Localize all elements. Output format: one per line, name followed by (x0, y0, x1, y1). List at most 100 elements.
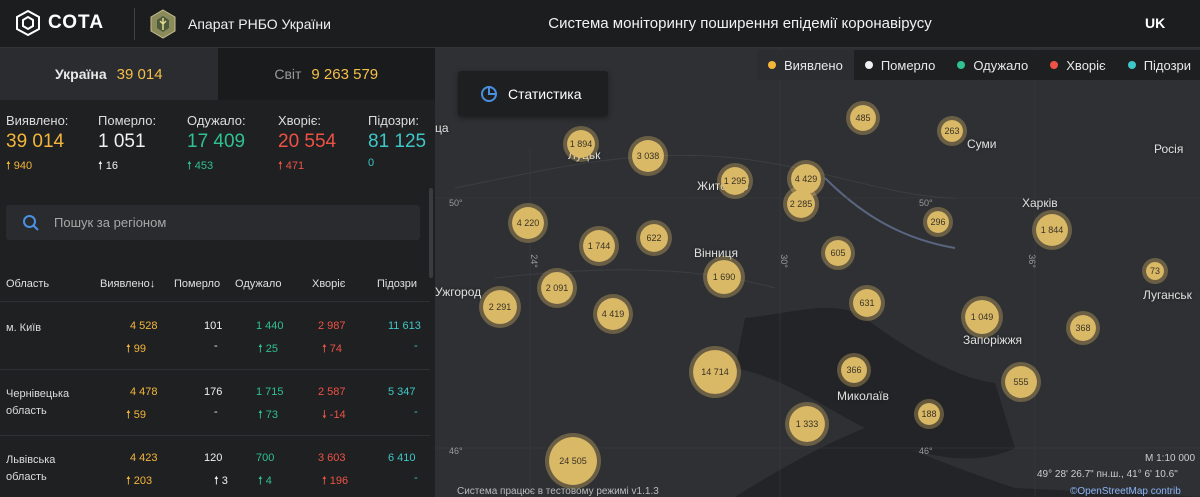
col-region[interactable]: Область (6, 278, 50, 290)
map-cluster-bubble[interactable]: 555 (1001, 362, 1041, 402)
map-cluster-bubble[interactable]: 605 (821, 236, 855, 270)
map-cluster-bubble[interactable]: 24 505 (545, 433, 601, 489)
map-cluster-bubble[interactable]: 368 (1066, 311, 1100, 345)
legend-detected[interactable]: Виявлено (757, 50, 854, 80)
legend-recovered[interactable]: Одужало (946, 50, 1039, 80)
legend-sick[interactable]: Хворіє (1039, 50, 1116, 80)
map-cluster-bubble[interactable]: 3 038 (628, 136, 668, 176)
map-cluster-bubble[interactable]: 631 (849, 285, 885, 321)
sick-value: 2 587 (318, 386, 346, 398)
region-name: Чернівецька область (6, 388, 70, 417)
map-cluster-bubble[interactable]: 366 (837, 353, 871, 387)
stat-label: Одужало: (187, 113, 246, 128)
legend-dot (1127, 61, 1136, 69)
map-cluster-bubble[interactable]: 2 285 (783, 186, 819, 222)
map-cluster-bubble[interactable]: 1 333 (785, 402, 829, 446)
map-cluster-bubble[interactable]: 14 714 (689, 346, 741, 398)
detected-delta: 🠕 99 (126, 343, 147, 355)
rnbo-emblem-icon (150, 9, 176, 39)
col-died[interactable]: Померло (174, 278, 221, 290)
stat-value: 81 125 (368, 131, 427, 152)
map-cluster-bubble[interactable]: 1 295 (717, 163, 753, 199)
detected-delta: 🠕 59 (126, 409, 147, 421)
city-label: Суми (967, 137, 997, 151)
map-cluster-bubble[interactable]: 2 291 (479, 286, 521, 328)
col-detected[interactable]: Виявлено↓ (100, 278, 155, 290)
table-row[interactable]: Львівська область 4 423 🠕 203 120 🠕 3 700 🠕 4 3… (0, 436, 430, 497)
legend-dot (768, 61, 776, 69)
region-tabs: Україна 39 014 Світ 9 263 579 (0, 48, 435, 100)
city-label: Миколаїв (837, 389, 889, 403)
table-row[interactable]: Чернівецька область 4 478 🠕 59 176 - 1 715 🠕 7… (0, 370, 430, 436)
recovered-value: 1 440 (256, 320, 284, 332)
stat-delta: 0 (368, 157, 375, 169)
table-header: Область Виявлено↓ Померло Одужало Хворіє… (0, 270, 430, 302)
stat-delta: 🠕 453 (187, 157, 246, 176)
osm-attribution[interactable]: ©OpenStreetMap contrib (1070, 486, 1181, 497)
col-sick[interactable]: Хворіє (312, 278, 346, 290)
died-delta: - (214, 406, 218, 418)
map-cluster-bubble[interactable]: 4 220 (508, 203, 548, 243)
map-cluster-bubble[interactable]: 1 894 (563, 126, 599, 162)
map-cluster-bubble[interactable]: 263 (937, 116, 967, 146)
stat-delta: 🠕 471 (278, 157, 336, 176)
stat-label: Хворіє: (278, 113, 322, 128)
tab-value: 39 014 (116, 65, 163, 83)
stat-value: 17 409 (187, 131, 246, 152)
sick-delta: 🠕 196 (322, 475, 349, 487)
legend-label: Одужало (973, 57, 1029, 73)
search-input[interactable] (54, 215, 354, 230)
col-suspected[interactable]: Підозри (377, 278, 418, 290)
map-cluster-bubble[interactable]: 188 (914, 399, 944, 429)
map-cluster-bubble[interactable]: 296 (923, 207, 953, 237)
statistics-button[interactable]: Статистика (458, 71, 608, 116)
map-cluster-bubble[interactable]: 4 419 (593, 294, 633, 334)
stat-value: 1 051 (98, 131, 146, 152)
map-cluster-bubble[interactable]: 1 844 (1032, 210, 1072, 250)
search-box[interactable] (6, 205, 420, 240)
map-cluster-bubble[interactable]: 1 690 (703, 256, 745, 298)
map-cluster-bubble[interactable]: 622 (636, 220, 672, 256)
legend-dot (864, 61, 873, 69)
legend-label: Виявлено (784, 57, 843, 73)
died-value: 176 (204, 386, 223, 398)
map-scale: М 1:10 000 (1145, 453, 1196, 464)
died-value: 120 (204, 452, 223, 464)
legend-died[interactable]: Померло (854, 50, 947, 80)
suspected-delta: - (414, 472, 418, 484)
stat-value: 20 554 (278, 131, 337, 152)
table-row[interactable]: м. Київ 4 528 🠕 99 101 - 1 440 🠕 25 2 987 🠕 74 11… (0, 304, 430, 370)
map-cluster-bubble[interactable]: 1 049 (961, 296, 1003, 338)
stat-delta-value: 453 (194, 160, 214, 172)
map-coordinates: 49° 28' 26.7" пн.ш., 41° 6' 10.6" (1037, 469, 1178, 480)
died-delta: 🠕 3 (214, 475, 228, 487)
arrow-up-icon: 🠕 (278, 160, 283, 172)
test-mode-note: Система працює в тестовому режимі v1.1.3 (457, 486, 659, 497)
suspected-delta: - (414, 340, 418, 352)
arrow-up-icon: 🠕 (187, 160, 192, 172)
sort-arrow-icon: ↓ (149, 278, 156, 290)
map-cluster-bubble[interactable]: 73 (1142, 258, 1168, 284)
stat-label: Підозри: (368, 113, 419, 128)
map-cluster-bubble[interactable]: 485 (846, 101, 880, 135)
recovered-value: 1 715 (256, 386, 284, 398)
map-area[interactable]: Луцьк Житомир Суми Харків Вінниця Ужгоро… (435, 48, 1200, 497)
legend-suspected[interactable]: Підозри (1117, 50, 1200, 80)
map-cluster-bubble[interactable]: 1 744 (579, 226, 619, 266)
col-recovered[interactable]: Одужало (235, 278, 282, 290)
sick-value: 2 987 (318, 320, 346, 332)
map-cluster-bubble[interactable]: 2 091 (537, 268, 577, 308)
grid-label: 50° (919, 198, 933, 208)
region-name: м. Київ (6, 322, 42, 334)
sota-logo[interactable]: СОТА (14, 9, 104, 37)
map-cluster-bubble[interactable]: 4 429 (787, 160, 825, 198)
map-legend: Виявлено Померло Одужало Хворіє Підозри (757, 50, 1200, 80)
panel-scrollbar[interactable] (429, 188, 433, 278)
language-switch[interactable]: UK (1145, 15, 1166, 31)
stat-sick: Хворіє: 20 554 🠕 471 (278, 113, 336, 176)
tab-world[interactable]: Світ 9 263 579 (217, 48, 435, 100)
stat-died: Померло: 1 051 🠕 16 (98, 113, 156, 176)
sota-logo-icon (16, 9, 40, 37)
detected-value: 4 478 (130, 386, 158, 398)
tab-ukraine[interactable]: Україна 39 014 (0, 48, 218, 100)
